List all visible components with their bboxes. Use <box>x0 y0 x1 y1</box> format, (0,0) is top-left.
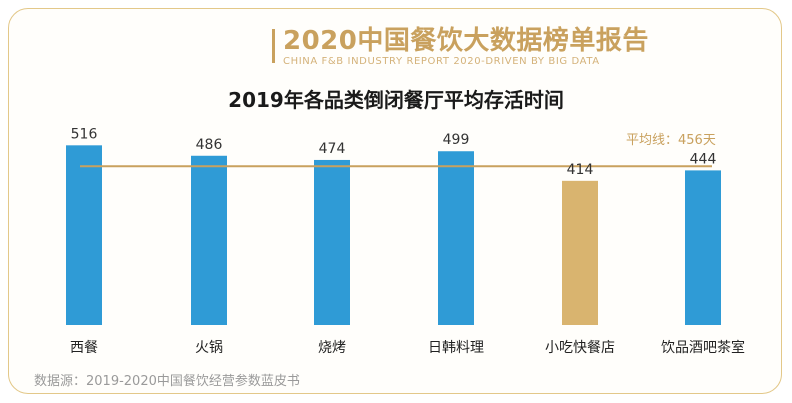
average-line-layer: 平均线：456天 <box>80 133 716 168</box>
bar-value-label-5: 444 <box>690 151 717 167</box>
bar-2 <box>314 159 350 325</box>
bar-5 <box>685 170 721 325</box>
chart-title: 2019年各品类倒闭餐厅平均存活时间 <box>228 88 564 112</box>
average-line-label: 平均线：456天 <box>626 133 716 148</box>
bar-1 <box>191 155 227 325</box>
bar-value-label-4: 414 <box>567 162 594 178</box>
category-label-5: 饮品酒吧茶室 <box>661 339 745 356</box>
data-source-note: 数据源：2019-2020中国餐饮经营参数蓝皮书 <box>34 374 300 389</box>
bar-value-label-3: 499 <box>443 132 470 148</box>
bar-3 <box>438 151 474 325</box>
brand-subtitle: CHINA F&B INDUSTRY REPORT 2020-DRIVEN BY… <box>283 56 600 67</box>
category-label-3: 日韩料理 <box>428 340 484 356</box>
report-frame <box>8 8 782 394</box>
category-label-4: 小吃快餐店 <box>545 340 615 356</box>
category-label-2: 烧烤 <box>318 340 346 356</box>
brand-accent-bar <box>272 29 275 63</box>
category-label-1: 火锅 <box>195 340 223 356</box>
bar-value-label-2: 474 <box>319 141 346 157</box>
bar-value-label-0: 516 <box>71 126 98 142</box>
report-brand: 2020中国餐饮大数据榜单报告 CHINA F&B INDUSTRY REPOR… <box>272 27 649 68</box>
brand-title: 2020中国餐饮大数据榜单报告 <box>283 26 649 56</box>
category-label-0: 西餐 <box>70 340 98 356</box>
labels-layer: 516 西餐 486 火锅 474 烧烤 499 日韩料理 414 小吃快餐店 444 饮品酒吧茶室 <box>70 126 745 356</box>
bar-4 <box>562 180 598 325</box>
bar-0 <box>66 145 102 325</box>
bar-value-label-1: 486 <box>196 137 223 153</box>
bars-layer <box>66 145 721 325</box>
